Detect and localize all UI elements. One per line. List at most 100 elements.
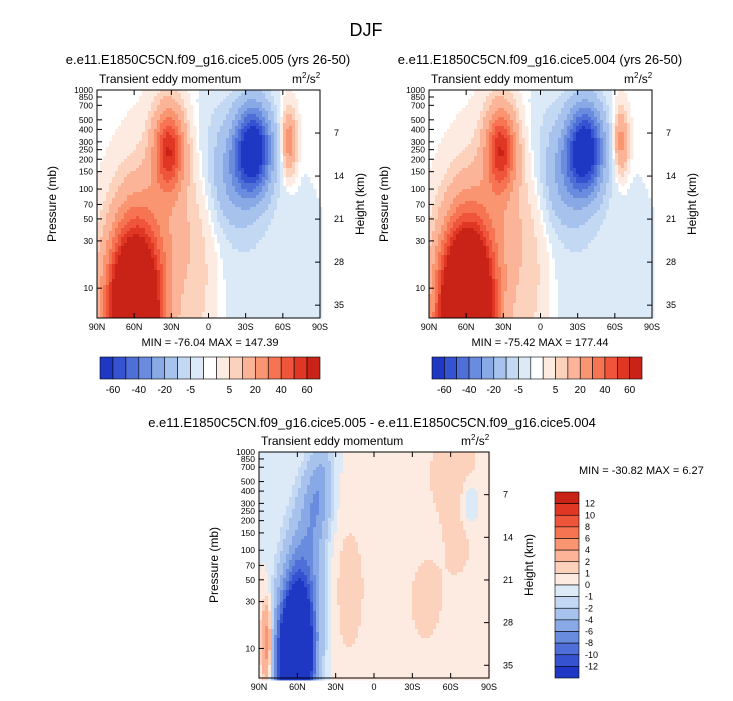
contour-cell [175, 270, 179, 274]
contour-cell [226, 105, 230, 109]
contour-cell [259, 111, 263, 115]
contour-cell [148, 249, 152, 253]
contour-cell [289, 201, 293, 205]
contour-cell [250, 189, 254, 193]
contour-cell [286, 219, 290, 223]
contour-cell [253, 150, 257, 154]
contour-cell [304, 219, 308, 223]
contour-cell [202, 228, 206, 232]
contour-cell [181, 228, 185, 232]
contour-cell [130, 270, 134, 274]
contour-cell [124, 177, 128, 181]
contour-cell [292, 102, 296, 106]
contour-cell [115, 273, 119, 277]
contour-cell [115, 204, 119, 208]
contour-cell [286, 291, 290, 295]
contour-cell [106, 231, 110, 235]
contour-cell [223, 237, 227, 241]
contour-cell [220, 192, 224, 196]
contour-cell [205, 150, 209, 154]
contour-cell [121, 237, 125, 241]
contour-cell [274, 144, 278, 148]
contour-cell [205, 222, 209, 226]
contour-cell [274, 189, 278, 193]
contour-cell [178, 309, 182, 313]
contour-cell [115, 192, 119, 196]
contour-cell [244, 168, 248, 172]
contour-cell [283, 288, 287, 292]
contour-cell [145, 132, 149, 136]
contour-cell [118, 273, 122, 277]
contour-cell [103, 159, 107, 163]
contour-cell [250, 120, 254, 124]
contour-cell [100, 279, 104, 283]
contour-cell [184, 90, 188, 94]
contour-cell [103, 246, 107, 250]
contour-cell [154, 294, 158, 298]
contour-cell [118, 294, 122, 298]
contour-cell [217, 231, 221, 235]
contour-cell [115, 216, 119, 220]
contour-cell [220, 114, 224, 118]
contour-cell [166, 222, 170, 226]
contour-cell [208, 234, 212, 238]
contour-cell [220, 183, 224, 187]
contour-cell [97, 180, 101, 184]
contour-cell [274, 264, 278, 268]
contour-cell [289, 240, 293, 244]
contour-cell [166, 126, 170, 130]
contour-cell [226, 135, 230, 139]
contour-cell [193, 276, 197, 280]
contour-cell [217, 111, 221, 115]
contour-cell [316, 306, 320, 310]
contour-cell [250, 123, 254, 127]
contour-cell [136, 153, 140, 157]
contour-cell [229, 99, 233, 103]
contour-cell [148, 150, 152, 154]
contour-cell [118, 258, 122, 262]
contour-cell [118, 153, 122, 157]
contour-cell [106, 150, 110, 154]
contour-cell [301, 222, 305, 226]
contour-cell [286, 276, 290, 280]
contour-cell [286, 252, 290, 256]
contour-cell [175, 240, 179, 244]
contour-cell [103, 237, 107, 241]
contour-cell [280, 291, 284, 295]
contour-cell [295, 111, 299, 115]
contour-cell [280, 195, 284, 199]
contour-cell [97, 309, 101, 313]
contour-cell [130, 285, 134, 289]
contour-cell [313, 243, 317, 247]
contour-cell [139, 186, 143, 190]
contour-cell [304, 309, 308, 313]
contour-cell [103, 240, 107, 244]
contour-cell [262, 198, 266, 202]
contour-cell [289, 303, 293, 307]
contour-cell [223, 153, 227, 157]
contour-cell [232, 93, 236, 97]
contour-cell [214, 195, 218, 199]
contour-cell [208, 150, 212, 154]
contour-cell [163, 243, 167, 247]
contour-cell [178, 210, 182, 214]
contour-cell [235, 204, 239, 208]
contour-cell [253, 123, 257, 127]
contour-cell [211, 144, 215, 148]
contour-cell [190, 261, 194, 265]
contour-cell [130, 126, 134, 130]
contour-cell [154, 258, 158, 262]
contour-cell [283, 123, 287, 127]
contour-cell [307, 237, 311, 241]
contour-cell [265, 237, 269, 241]
contour-cell [163, 294, 167, 298]
contour-cell [172, 219, 176, 223]
contour-cell [145, 252, 149, 256]
contour-cell [265, 180, 269, 184]
contour-cell [160, 168, 164, 172]
contour-cell [235, 189, 239, 193]
contour-cell [217, 207, 221, 211]
contour-cell [253, 237, 257, 241]
contour-cell [151, 264, 155, 268]
contour-cell [256, 243, 260, 247]
